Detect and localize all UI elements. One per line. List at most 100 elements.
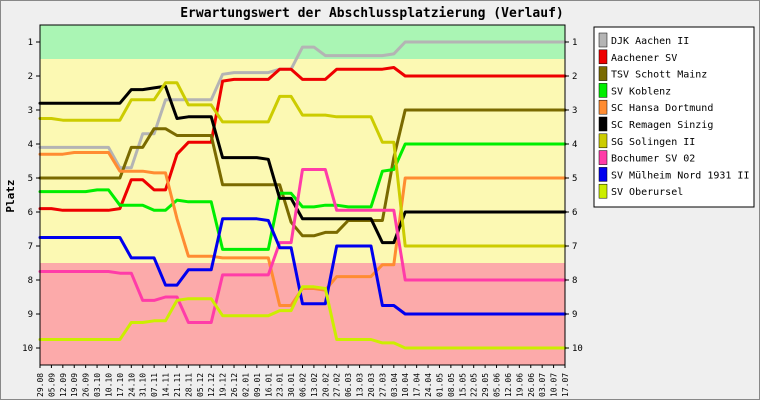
y-tick-label-left: 3 (28, 106, 33, 116)
x-tick-label: 05.09 (47, 373, 56, 397)
x-tick-label: 20.02 (321, 373, 330, 397)
y-tick-label-left: 8 (28, 276, 33, 286)
legend-swatch (598, 83, 608, 98)
legend-label: DJK Aachen II (611, 36, 689, 47)
x-tick-label: 08.05 (447, 373, 456, 397)
x-tick-label: 20.03 (367, 373, 376, 397)
x-tick-label: 24.04 (424, 373, 433, 397)
x-tick-label: 19.09 (70, 373, 79, 397)
x-tick-label: 14.11 (162, 373, 171, 397)
y-tick-label-right: 6 (572, 208, 577, 218)
x-tick-label: 06.03 (344, 373, 353, 397)
x-tick-label: 24.10 (127, 373, 136, 397)
x-tick-label: 19.12 (219, 373, 228, 397)
y-tick-label-right: 2 (572, 72, 577, 82)
legend-box (593, 26, 755, 208)
y-tick-label-left: 7 (28, 242, 33, 252)
x-tick-label: 06.02 (299, 373, 308, 397)
x-tick-label: 27.03 (378, 373, 387, 397)
x-tick-label: 30.01 (287, 373, 296, 397)
legend-label: Aachener SV (611, 53, 677, 64)
x-tick-label: 23.01 (276, 373, 285, 397)
legend-label: SC Remagen Sinzig (611, 120, 713, 131)
y-tick-label-right: 1 (572, 38, 577, 48)
x-tick-label: 17.04 (413, 373, 422, 397)
x-tick-label: 26.12 (230, 373, 239, 397)
y-tick-label-right: 9 (572, 310, 577, 320)
y-tick-label-right: 8 (572, 276, 577, 286)
y-tick-label-left: 9 (28, 310, 33, 320)
legend-swatch (598, 32, 608, 48)
legend-swatch (598, 99, 608, 115)
series-line-2 (38, 108, 567, 238)
x-tick-label: 10.10 (104, 373, 113, 397)
y-tick-label-left: 5 (28, 174, 33, 184)
y-tick-label-right: 4 (572, 140, 577, 150)
x-tick-label: 27.02 (333, 373, 342, 397)
band-1 (40, 59, 565, 263)
series-line-5 (38, 84, 567, 245)
y-tick-label-left: 1 (28, 38, 33, 48)
legend-swatch (598, 49, 608, 65)
chart-title: Erwartungswert der Abschlussplatzierung … (180, 6, 564, 21)
y-axis-label: Platz (4, 179, 17, 212)
series-line-7 (38, 168, 567, 324)
y-tick-label-right: 3 (572, 106, 577, 116)
series-line-9 (38, 285, 567, 350)
x-tick-label: 17.07 (561, 373, 570, 397)
x-tick-label: 13.03 (356, 373, 365, 397)
y-tick-label-left: 10 (22, 344, 33, 354)
y-tick-label-left: 4 (28, 140, 33, 150)
x-tick-label: 03.10 (93, 373, 102, 397)
x-tick-label: 02.01 (241, 373, 250, 397)
x-tick-label: 10.07 (550, 373, 559, 397)
legend-label: SC Hansa Dortmund (611, 103, 713, 114)
x-tick-label: 28.11 (184, 373, 193, 397)
x-tick-label: 12.06 (504, 373, 513, 397)
x-tick-label: 10.04 (401, 373, 410, 397)
x-tick-label: 09.01 (253, 373, 262, 397)
y-tick-label-right: 7 (572, 242, 577, 252)
y-tick-label-left: 2 (28, 72, 33, 82)
series-line-8 (38, 217, 567, 316)
legend: DJK Aachen II Aachener SV TSV Schott Mainz… (593, 26, 755, 208)
x-tick-label: 29.08 (36, 373, 45, 397)
x-tick-label: 12.09 (59, 373, 68, 397)
x-tick-label: 05.12 (196, 373, 205, 397)
y-tick-label-right: 5 (572, 174, 577, 184)
legend-swatch (598, 183, 608, 199)
x-tick-label: 01.05 (435, 373, 444, 397)
series-line-3 (38, 142, 567, 251)
x-tick-label: 03.04 (390, 373, 399, 397)
series-line-1 (38, 66, 567, 212)
x-tick-label: 21.11 (173, 373, 182, 397)
legend-swatch (598, 66, 608, 81)
y-tick-label-left: 6 (28, 208, 33, 218)
x-tick-label: 05.06 (493, 373, 502, 397)
y-tick-label-right: 10 (572, 344, 583, 354)
x-tick-label: 17.10 (116, 373, 125, 397)
series-line-6 (38, 81, 567, 248)
x-tick-label: 31.10 (139, 373, 148, 397)
x-tick-label: 22.05 (470, 373, 479, 397)
x-tick-label: 26.06 (527, 373, 536, 397)
x-tick-label: 29.05 (481, 373, 490, 397)
legend-label: SV Koblenz (611, 86, 671, 97)
x-tick-label: 26.09 (82, 373, 91, 397)
x-tick-label: 16.01 (264, 373, 273, 397)
x-tick-label: 12.12 (207, 373, 216, 397)
legend-label: Bochumer SV 02 (611, 154, 695, 165)
legend-swatch (598, 150, 608, 165)
legend-swatch (598, 116, 608, 132)
series-lines (38, 40, 567, 350)
legend-swatch (598, 133, 608, 149)
x-tick-label: 13.02 (310, 373, 319, 397)
legend-label: TSV Schott Mainz (611, 70, 707, 81)
legend-swatch (598, 167, 608, 182)
series-line-0 (38, 40, 567, 170)
x-tick-label: 15.05 (458, 373, 467, 397)
x-tick-label: 03.07 (538, 373, 547, 397)
